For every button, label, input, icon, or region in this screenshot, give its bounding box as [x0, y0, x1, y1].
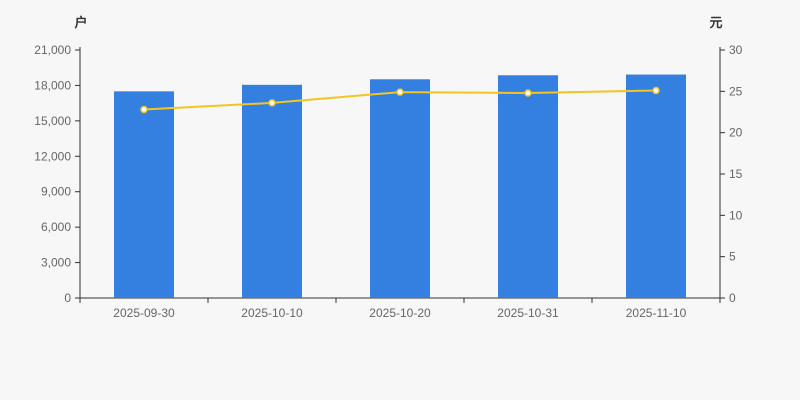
x-axis-category-label: 2025-09-30: [113, 306, 175, 320]
left-axis-tick-label: 21,000: [34, 43, 71, 57]
right-axis-tick-label: 15: [729, 167, 743, 181]
line-marker[interactable]: [652, 86, 660, 95]
line-marker[interactable]: [396, 88, 404, 96]
bar[interactable]: [498, 75, 558, 298]
x-axis-category-label: 2025-10-31: [497, 306, 559, 320]
x-axis-category-label: 2025-11-10: [626, 306, 687, 320]
left-axis-tick-label: 18,000: [34, 78, 71, 92]
right-axis-tick-label: 25: [729, 84, 743, 98]
x-axis-category-label: 2025-10-20: [369, 306, 431, 320]
right-axis-tick-label: 30: [729, 43, 743, 57]
left-axis-tick-label: 12,000: [34, 149, 71, 163]
left-axis-title: 户: [74, 15, 88, 30]
bar[interactable]: [114, 91, 174, 298]
line-marker[interactable]: [140, 105, 148, 114]
right-axis-tick-label: 10: [729, 208, 743, 222]
bar[interactable]: [242, 84, 302, 298]
left-axis-tick-label: 0: [64, 291, 71, 305]
bar[interactable]: [370, 79, 430, 298]
right-axis-title: 元: [709, 15, 723, 30]
left-axis-tick-label: 3,000: [41, 256, 71, 270]
bar[interactable]: [626, 74, 686, 298]
left-axis-tick-label: 6,000: [41, 220, 71, 234]
left-axis-tick-label: 15,000: [34, 114, 71, 128]
line-marker[interactable]: [268, 99, 276, 107]
right-axis-tick-label: 5: [729, 250, 736, 264]
left-axis-tick-label: 9,000: [41, 185, 71, 199]
right-axis-tick-label: 0: [729, 291, 736, 305]
right-axis-tick-label: 20: [729, 126, 743, 140]
line-marker[interactable]: [524, 89, 532, 97]
x-axis-category-label: 2025-10-10: [241, 306, 303, 320]
